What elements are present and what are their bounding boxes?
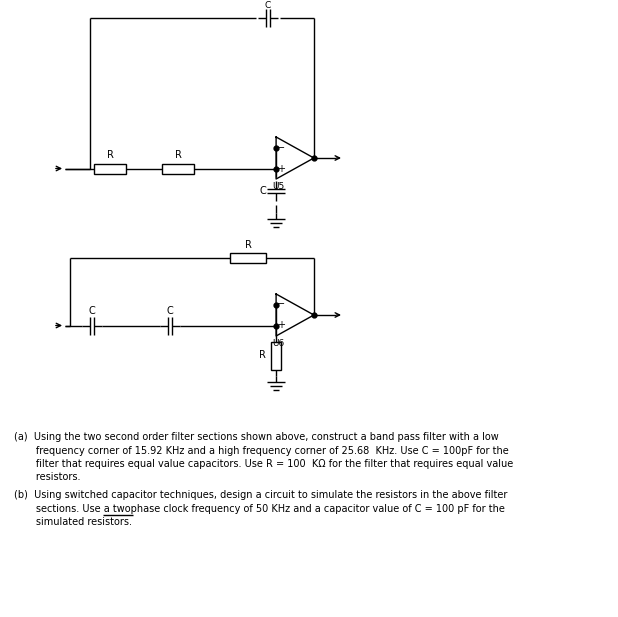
Text: C: C — [88, 305, 95, 315]
Text: R: R — [245, 240, 252, 250]
Text: simulated resistors.: simulated resistors. — [14, 517, 132, 527]
Bar — [230, 253, 266, 263]
Text: C: C — [167, 305, 174, 315]
Text: +: + — [277, 164, 285, 173]
Text: R: R — [174, 151, 182, 160]
Text: +: + — [277, 320, 285, 331]
Text: U5: U5 — [272, 182, 284, 191]
Text: frequency corner of 15.92 KHz and a high frequency corner of 25.68  KHz. Use C =: frequency corner of 15.92 KHz and a high… — [14, 445, 509, 455]
Bar — [94, 164, 126, 173]
Text: R: R — [106, 151, 114, 160]
Text: (a)  Using the two second order filter sections shown above, construct a band pa: (a) Using the two second order filter se… — [14, 432, 499, 442]
Text: C: C — [260, 186, 266, 196]
Bar — [271, 341, 281, 370]
Text: −: − — [277, 143, 285, 152]
Text: R: R — [259, 350, 266, 360]
Text: (b)  Using switched capacitor techniques, design a circuit to simulate the resis: (b) Using switched capacitor techniques,… — [14, 490, 507, 500]
Text: sections. Use a twophase clock frequency of 50 KHz and a capacitor value of C = : sections. Use a twophase clock frequency… — [14, 503, 505, 513]
Text: resistors.: resistors. — [14, 473, 80, 482]
Text: C: C — [265, 1, 271, 10]
Bar — [162, 164, 194, 173]
Text: −: − — [277, 299, 285, 310]
Text: filter that requires equal value capacitors. Use R = 100  KΩ for the filter that: filter that requires equal value capacit… — [14, 459, 514, 469]
Text: U6: U6 — [272, 339, 284, 348]
